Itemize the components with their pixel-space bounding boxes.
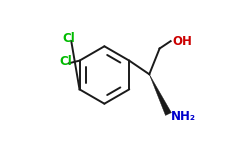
Text: OH: OH (172, 35, 192, 48)
Text: NH₂: NH₂ (171, 110, 196, 123)
Text: Cl: Cl (60, 54, 72, 68)
Polygon shape (149, 74, 171, 115)
Text: Cl: Cl (62, 32, 75, 45)
